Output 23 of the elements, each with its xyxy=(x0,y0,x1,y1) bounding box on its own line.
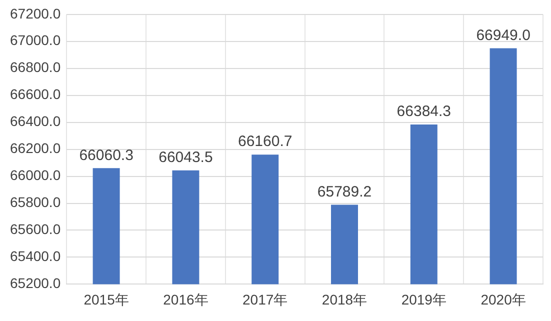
y-tick-label: 65800.0 xyxy=(10,194,61,210)
y-tick-label: 67000.0 xyxy=(10,32,61,48)
y-tick-label: 66000.0 xyxy=(10,167,61,184)
x-tick-label: 2019年 xyxy=(401,291,446,308)
data-label: 66384.3 xyxy=(396,103,452,120)
y-tick-label: 66200.0 xyxy=(10,140,61,156)
y-tick-label: 66400.0 xyxy=(10,113,61,130)
x-tick-label: 2017年 xyxy=(242,291,288,308)
data-label: 66060.3 xyxy=(79,146,134,164)
x-tick-label: 2015年 xyxy=(84,291,129,308)
data-label: 66160.7 xyxy=(238,133,292,150)
y-tick-label: 65600.0 xyxy=(10,221,61,238)
y-tick-label: 66600.0 xyxy=(10,86,61,102)
y-tick-label: 65200.0 xyxy=(10,275,61,292)
y-tick-label: 65400.0 xyxy=(10,248,61,264)
y-tick-label: 67200.0 xyxy=(10,5,61,22)
x-tick-label: 2020年 xyxy=(480,291,526,308)
data-label: 66043.5 xyxy=(158,149,213,166)
data-label: 65789.2 xyxy=(317,183,372,200)
y-tick-label: 66800.0 xyxy=(10,59,61,76)
data-label: 66949.0 xyxy=(476,26,530,44)
x-tick-label: 2018年 xyxy=(322,291,368,308)
x-tick-label: 2016年 xyxy=(163,291,208,308)
